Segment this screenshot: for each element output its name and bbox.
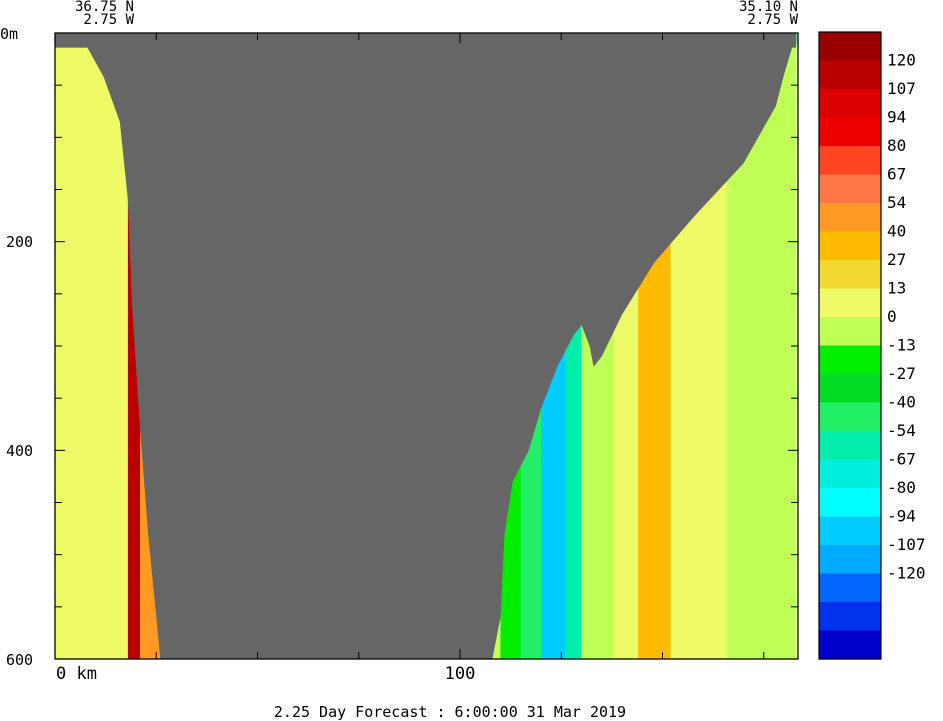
colorbar-swatch [819,516,881,546]
colorbar-swatch [819,602,881,632]
colorbar-label: 13 [887,279,906,298]
colorbar-swatch [819,288,881,318]
colorbar-label: -80 [887,478,916,497]
colorbar-label: 120 [887,51,916,70]
colorbar-swatch [819,203,881,233]
colorbar-label: 0 [887,307,897,326]
colorbar-label: 67 [887,165,906,184]
left-endpoint-lon: 2.75 W [83,12,134,28]
right-endpoint-lon: 2.75 W [747,12,798,28]
colorbar-labels: 120 107 94 80 67 54 40 27 13 0 -13 -27 -40 -54 -67 -80 -… [887,51,926,583]
colorbar-frame [818,31,882,660]
colorbar-label: 107 [887,79,916,98]
colorbar-swatch [819,488,881,518]
colorbar-label: 27 [887,250,906,269]
y-tick-label-600: 600 [6,651,33,669]
colorbar-label: -13 [887,336,916,355]
colorbar-swatch [819,117,881,147]
y-tick-label-400: 400 [6,442,33,460]
x-tick-label-0: 0 km [56,664,97,684]
colorbar-label: 54 [887,193,906,212]
y-tick-marks [55,32,798,660]
bathymetry-mask [55,33,797,659]
colorbar-label: -107 [887,535,926,554]
colorbar-label: -120 [887,564,926,583]
field-column [55,33,129,659]
colorbar-swatch [819,345,881,375]
colorbar-label: -40 [887,393,916,412]
y-tick-label-top: 0m [0,25,18,43]
colorbar-swatch [819,630,881,660]
x-tick-marks [54,33,765,659]
y-tick-label-200: 200 [6,233,33,251]
colorbar-label: 94 [887,108,906,127]
colorbar-swatch [819,545,881,575]
colorbar-swatch [819,174,881,204]
chart-title: 2.25 Day Forecast : 6:00:00 31 Mar 2019 [274,703,626,721]
colorbar-label: -27 [887,364,916,383]
colorbar-swatch [819,402,881,432]
colorbar-label: 40 [887,222,906,241]
colorbar-swatch [819,89,881,119]
colorbar-swatch [819,146,881,176]
colorbar-swatch [819,260,881,290]
colorbar [819,32,881,660]
colorbar-swatch [819,431,881,461]
right-endpoint-lat: 35.10 N [739,0,798,15]
colorbar-label: -54 [887,421,916,440]
colorbar-label: -67 [887,450,916,469]
colorbar-label: 80 [887,136,906,155]
colorbar-swatch [819,459,881,489]
colorbar-swatch [819,231,881,261]
left-endpoint-lat: 36.75 N [75,0,134,15]
colorbar-swatch [819,573,881,603]
x-tick-label-100: 100 [445,664,476,684]
colorbar-swatch [819,317,881,347]
colorbar-label: -94 [887,507,916,526]
colorbar-swatch [819,32,881,62]
colorbar-swatch [819,60,881,90]
colorbar-swatch [819,374,881,404]
